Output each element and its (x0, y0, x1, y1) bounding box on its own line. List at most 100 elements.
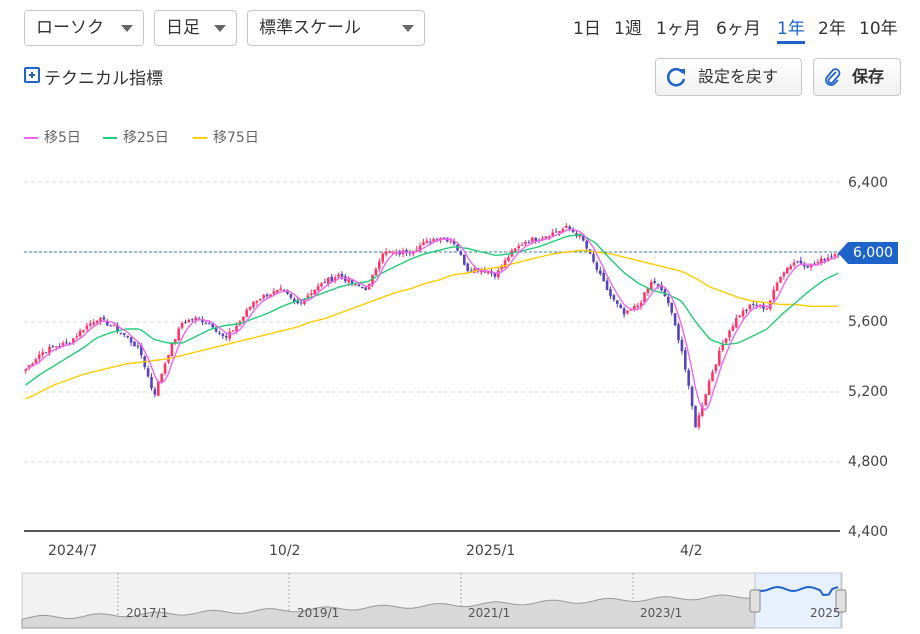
candle-body (38, 354, 41, 359)
candle-body (415, 249, 418, 251)
ma5-line (25, 228, 839, 411)
candle-body (442, 237, 446, 239)
candle-body (690, 386, 694, 407)
candle-body (102, 317, 106, 320)
candle-body (398, 251, 401, 255)
candle-body (639, 302, 643, 307)
candle-body (41, 352, 44, 355)
technical-indicator-label: テクニカル指標 (44, 69, 163, 89)
candle-body (228, 331, 231, 339)
reset-settings-label: 設定を戻す (698, 67, 779, 86)
candle-body (361, 286, 364, 288)
candle-body (395, 251, 398, 254)
candle-body (558, 231, 561, 233)
scale-select[interactable]: 標準スケール (247, 10, 425, 46)
candle-body (289, 293, 293, 298)
candle-body (497, 270, 500, 278)
candle-body (401, 250, 405, 255)
candle-body (656, 283, 660, 286)
candle-body (146, 368, 150, 377)
candle-body (248, 306, 252, 310)
candle-body (510, 250, 514, 257)
candle-body (459, 251, 463, 255)
candle-body (490, 271, 493, 274)
period-6m[interactable]: 6ヶ月 (716, 19, 761, 39)
candle-body (765, 308, 769, 310)
candle-body (799, 260, 803, 264)
candle-body (646, 288, 650, 294)
candle-body (701, 406, 704, 417)
navigator-label: 2017/1 (126, 606, 169, 620)
candle-body (129, 337, 133, 343)
candle-body (92, 322, 95, 325)
navigator-label: 2019/1 (297, 606, 340, 620)
candle-body (493, 272, 497, 277)
candle-body (514, 248, 517, 252)
candle-body (143, 356, 146, 368)
period-1m[interactable]: 1ヶ月 (656, 19, 701, 39)
candle-body (388, 251, 391, 253)
candle-body (816, 261, 820, 264)
current-price-badge: 6,000 (838, 242, 898, 264)
period-1y[interactable]: 1年 (777, 14, 805, 44)
candle-body (340, 273, 344, 277)
candle-body (684, 350, 687, 370)
candle-body (622, 308, 626, 315)
period-10y[interactable]: 10年 (859, 19, 898, 39)
interval-select[interactable]: 日足 (154, 10, 237, 46)
candle-body (809, 264, 813, 268)
candle-body (626, 310, 629, 314)
candle-body (439, 237, 442, 241)
candle-body (527, 242, 531, 244)
period-2y[interactable]: 2年 (818, 19, 846, 39)
candle-body (806, 265, 809, 268)
candle-body (429, 241, 432, 243)
candle-body (320, 283, 323, 287)
save-button[interactable]: 保存 (813, 58, 901, 96)
candle-body (435, 238, 439, 240)
candle-body (347, 279, 350, 283)
candle-body (446, 237, 449, 242)
candle-body (187, 319, 191, 322)
period-1d[interactable]: 1日 (573, 19, 601, 39)
scale-value: 標準スケール (259, 18, 361, 38)
candle-body (378, 261, 381, 269)
candle-body (568, 226, 571, 230)
candle-body (24, 369, 27, 372)
candle-body (694, 405, 697, 428)
candle-body (276, 289, 279, 293)
candle-body (177, 328, 180, 341)
candle-body (337, 274, 340, 277)
reset-settings-button[interactable]: 設定を戻す (655, 58, 802, 96)
candle-body (218, 332, 221, 334)
period-1w[interactable]: 1週 (614, 19, 642, 39)
chevron-down-icon (121, 25, 133, 32)
candle-body (833, 254, 837, 257)
candle-body (534, 237, 537, 241)
candle-body (575, 233, 578, 237)
candle-body (588, 249, 592, 254)
candle-body (364, 287, 367, 291)
candle-body (463, 254, 466, 265)
candle-body (235, 326, 238, 332)
candle-body (306, 295, 310, 299)
candle-body (500, 266, 503, 270)
candle-body (595, 262, 599, 270)
candle-body (541, 238, 544, 241)
candle-body (670, 302, 673, 313)
chart-type-select[interactable]: ローソク (24, 10, 144, 46)
candle-body (303, 298, 306, 305)
candle-body (673, 313, 677, 326)
candle-body (208, 323, 211, 325)
candle-body (160, 373, 163, 382)
candle-body (548, 236, 551, 238)
candle-body (551, 232, 554, 236)
candle-body (112, 325, 116, 327)
candle-body (830, 256, 833, 258)
save-label: 保存 (852, 67, 885, 86)
candle-body (265, 294, 269, 297)
candle-body (99, 318, 102, 322)
candle-body (741, 310, 745, 317)
candle-body (310, 293, 313, 295)
candle-body (197, 318, 201, 320)
